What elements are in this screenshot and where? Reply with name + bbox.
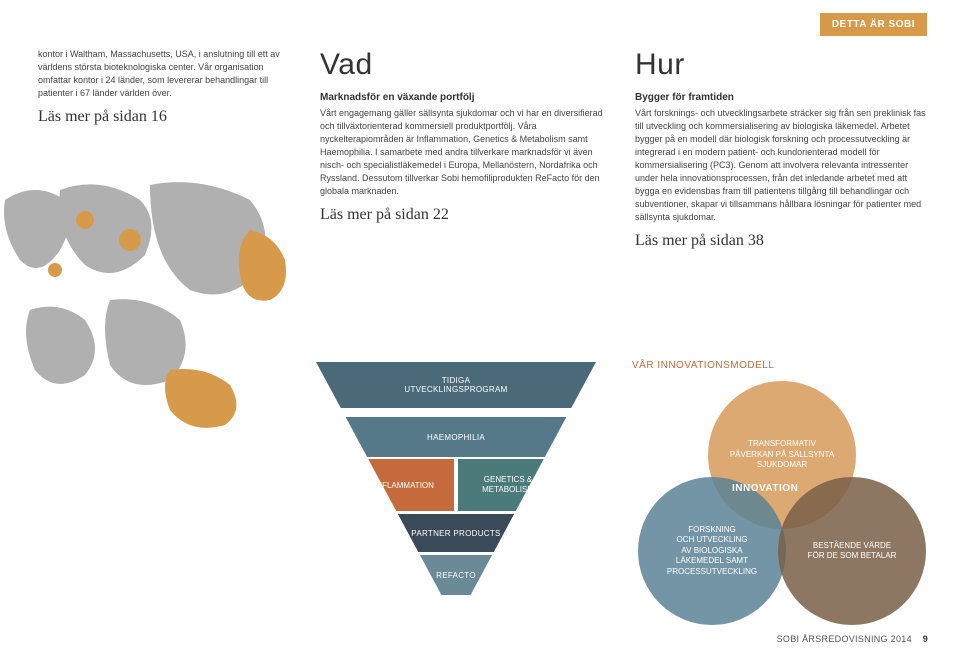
funnel-partner: PARTNER PRODUCTS [380, 514, 532, 552]
page-footer: SOBI ÅRSREDOVISNING 2014 9 [777, 634, 928, 644]
innovation-model: VÅR INNOVATIONSMODELL TRANSFORMATIV PÅVE… [632, 360, 932, 621]
page-number: 9 [923, 634, 928, 644]
col3-body: Vårt forsknings- och utvecklingsarbete s… [635, 107, 928, 224]
funnel-refacto: REFACTO [416, 555, 496, 595]
venn-center-label: INNOVATION [732, 483, 798, 494]
world-map [0, 170, 320, 440]
col3-sub: Bygger för framtiden [635, 92, 928, 103]
col2-body: Vårt engagemang gäller sällsynta sjukdom… [320, 107, 613, 198]
venn-circle-value: BESTÅENDE VÄRDE FÖR DE SOM BETALAR [778, 477, 926, 625]
col3-readmore: Läs mer på sidan 38 [635, 232, 928, 250]
col1-readmore: Läs mer på sidan 16 [38, 108, 298, 126]
col2-sub: Marknadsför en växande portfölj [320, 92, 613, 103]
column-what: Vad Marknadsför en växande portfölj Vårt… [320, 48, 613, 250]
funnel-haemophilia: HAEMOPHILIA [336, 417, 576, 457]
venn-circle-research: FORSKNING OCH UTVECKLING AV BIOLOGISKA L… [638, 477, 786, 625]
col3-title: Hur [635, 48, 928, 82]
funnel-diagram: TIDIGA UTVECKLINGSPROGRAM HAEMOPHILIA IN… [316, 362, 596, 622]
col2-title: Vad [320, 48, 613, 82]
col2-readmore: Läs mer på sidan 22 [320, 206, 613, 224]
funnel-genetics: GENETICS & METABOLISM [458, 459, 558, 511]
footer-text: SOBI ÅRSREDOVISNING 2014 [777, 634, 912, 644]
venn-title: VÅR INNOVATIONSMODELL [632, 360, 932, 371]
column-how: Hur Bygger för framtiden Vårt forsknings… [635, 48, 928, 250]
section-tag: DETTA ÄR SOBI [819, 12, 928, 37]
col1-body: kontor i Waltham, Massachusetts, USA, i … [38, 48, 298, 100]
funnel-tidiga: TIDIGA UTVECKLINGSPROGRAM [316, 362, 596, 408]
funnel-inflammation: INFLAMMATION [354, 459, 454, 511]
